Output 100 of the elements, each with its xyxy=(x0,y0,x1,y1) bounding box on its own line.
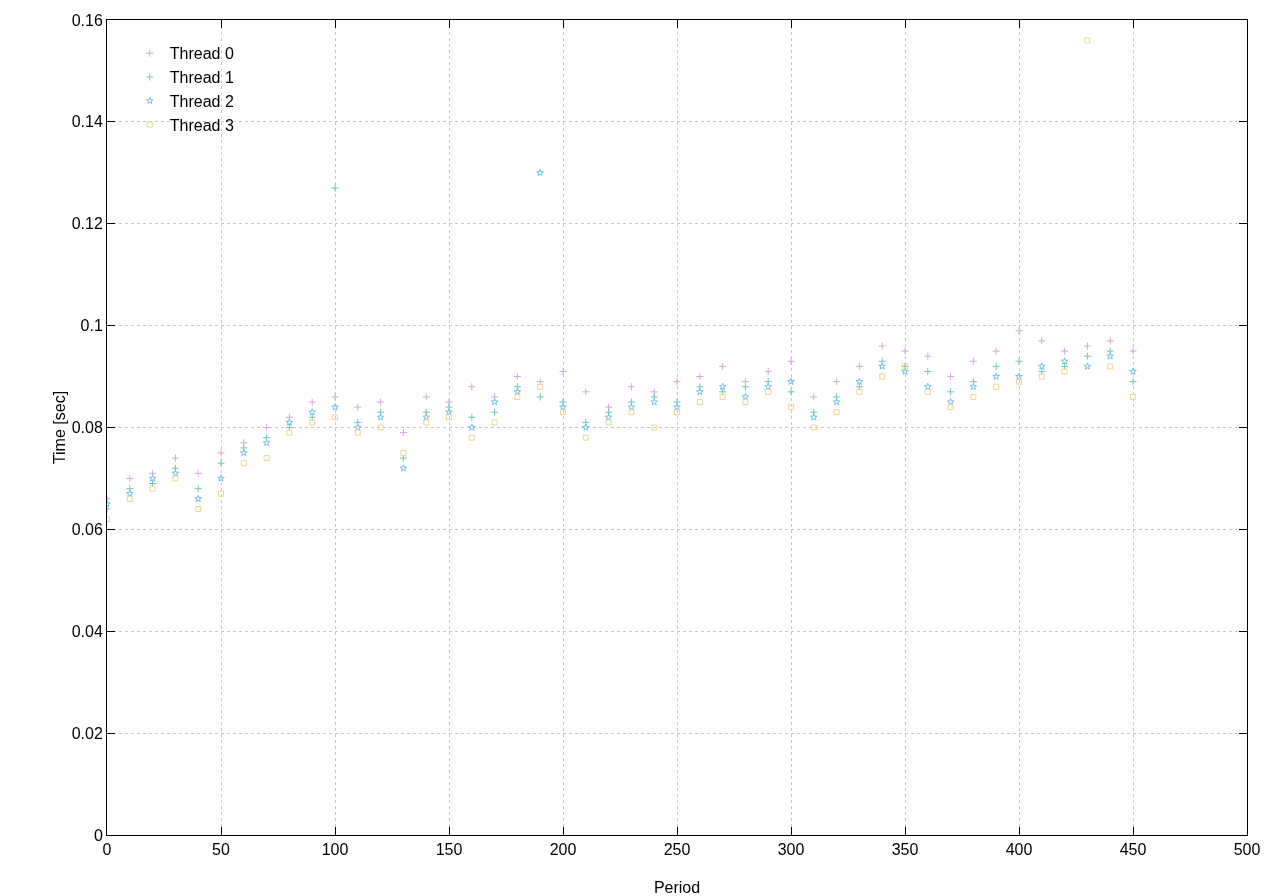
legend-label: Thread 1 xyxy=(169,69,234,87)
point xyxy=(218,490,224,497)
point xyxy=(764,367,773,376)
y-tick-label: 0.08 xyxy=(71,419,103,437)
point xyxy=(946,398,955,406)
x-tick-label: 450 xyxy=(1119,841,1147,859)
point xyxy=(581,423,590,431)
point xyxy=(263,455,270,462)
x-tick-label: 400 xyxy=(1005,841,1033,859)
point xyxy=(627,382,636,391)
x-tick-label: 200 xyxy=(549,841,577,859)
point xyxy=(787,387,795,396)
y-axis-title: Time [sec] xyxy=(51,390,68,465)
point xyxy=(194,469,203,478)
y-tick-label: 0.14 xyxy=(71,113,103,131)
point xyxy=(467,413,476,422)
point xyxy=(1083,342,1092,350)
point xyxy=(1106,352,1115,360)
y-tick-label: 0.12 xyxy=(71,215,103,233)
point xyxy=(1129,367,1137,375)
point xyxy=(1130,393,1136,400)
point xyxy=(240,460,247,467)
x-tick-label: 350 xyxy=(891,841,919,859)
point xyxy=(217,474,225,482)
point xyxy=(947,404,954,411)
point xyxy=(695,387,704,396)
point xyxy=(468,434,475,441)
point xyxy=(695,372,704,381)
point xyxy=(559,403,567,411)
point xyxy=(1037,336,1046,345)
point xyxy=(788,404,794,411)
y-tick-label: 0.16 xyxy=(71,11,103,29)
point xyxy=(491,419,498,426)
point xyxy=(490,392,499,401)
point xyxy=(787,377,795,385)
point xyxy=(1084,37,1091,44)
x-tick-label: 100 xyxy=(321,841,349,859)
legend-label: Thread 3 xyxy=(169,116,234,134)
point xyxy=(832,392,841,401)
point xyxy=(560,409,566,416)
point xyxy=(855,362,864,371)
point xyxy=(1037,362,1046,370)
x-tick-label: 300 xyxy=(777,841,805,859)
point xyxy=(1061,368,1068,375)
point xyxy=(399,464,408,472)
point xyxy=(537,383,544,390)
point xyxy=(148,474,157,482)
point xyxy=(400,449,407,456)
point xyxy=(946,387,955,396)
point xyxy=(423,419,430,426)
point xyxy=(1015,372,1023,380)
point xyxy=(376,413,385,421)
point xyxy=(992,347,1001,356)
point xyxy=(901,367,909,375)
point xyxy=(832,398,841,406)
point xyxy=(445,398,453,407)
point xyxy=(1038,373,1045,380)
point xyxy=(924,388,931,395)
point xyxy=(149,485,156,492)
point xyxy=(1129,347,1137,356)
point xyxy=(422,392,431,401)
y-tick-label: 0.1 xyxy=(80,317,103,335)
point xyxy=(490,398,499,406)
point xyxy=(878,342,887,350)
y-tick-label: 0 xyxy=(93,826,103,844)
point xyxy=(923,352,932,361)
point xyxy=(650,398,659,406)
point xyxy=(1060,347,1069,356)
point xyxy=(194,484,203,493)
x-tick-label: 150 xyxy=(435,841,463,859)
point xyxy=(787,357,795,366)
point xyxy=(536,168,545,177)
point xyxy=(651,424,658,431)
point xyxy=(308,398,317,407)
point xyxy=(741,382,750,391)
point xyxy=(809,413,818,421)
point xyxy=(810,424,817,431)
point xyxy=(125,474,134,483)
x-tick-label: 500 xyxy=(1233,841,1261,859)
point xyxy=(719,393,726,400)
point xyxy=(605,419,612,426)
point xyxy=(513,372,522,381)
point xyxy=(627,403,636,411)
point xyxy=(1015,357,1023,366)
point xyxy=(125,489,134,498)
point xyxy=(309,419,316,426)
point xyxy=(856,388,863,395)
point xyxy=(696,399,703,406)
point xyxy=(1015,326,1023,335)
point xyxy=(422,413,431,421)
point xyxy=(286,429,293,436)
point xyxy=(718,362,727,371)
point xyxy=(331,392,339,401)
point xyxy=(855,377,864,385)
point xyxy=(581,387,590,396)
point xyxy=(673,377,681,386)
point xyxy=(674,409,680,416)
point xyxy=(993,383,1000,390)
point xyxy=(239,443,248,452)
point xyxy=(354,429,361,436)
